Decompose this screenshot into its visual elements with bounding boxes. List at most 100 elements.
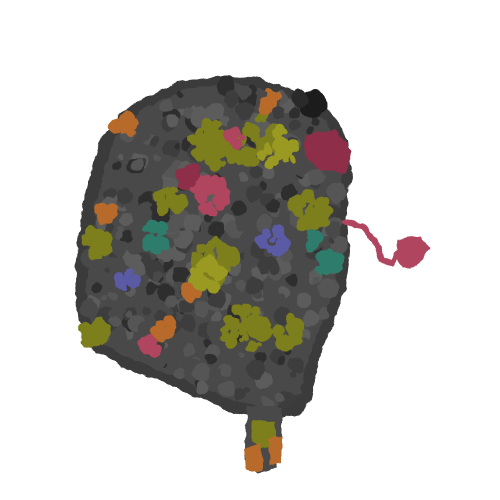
chain-blob-olive [158,188,167,197]
chain-blob-blue [269,235,276,242]
chain-blob-olive [79,330,92,343]
chain-blob-crimson [206,200,214,208]
surface-blob [276,355,286,365]
chain-blob-olive [224,334,233,342]
surface-blob [220,370,227,377]
surface-blob [91,282,102,293]
chain-blob-olive [190,148,200,158]
chain-blob-olive-light [207,278,222,293]
surface-blob [80,298,99,318]
chain-blob-olive [310,219,321,230]
chain-blob-olive-light [194,275,207,288]
chain-blob-crimson-dark [177,176,193,191]
chain-blob-olive [236,306,243,313]
chain-blob-olive [168,186,179,197]
chain-blob-crimson [202,173,211,183]
chain-blob-blue [271,229,279,238]
surface-blob [143,295,156,308]
chain-blob-olive [225,252,240,267]
surface-blob [183,213,202,233]
surface-blob [186,342,194,351]
chain-blob-teal [327,259,342,273]
surface-blob [328,237,335,245]
surface-blob [208,290,227,310]
surface-blob [165,295,178,308]
surface-blob [211,311,223,323]
surface-blob [259,395,270,406]
chain-blob-olive [316,196,325,205]
chain-blob-olive-light [273,136,285,148]
chain-blob-olive-light [201,263,212,274]
chain-blob-blue [271,243,285,257]
surface-blob [271,104,285,119]
surface-blob [313,276,320,283]
surface-blob [110,239,128,257]
chain-blob-crimson [148,347,161,359]
surface-blob [275,393,286,404]
chain-blob-blue [278,240,285,246]
surface-blob [236,281,246,291]
surface-blob [231,201,247,217]
chain-blob-orange [96,210,110,224]
surface-blob [117,188,133,205]
surface-blob [243,386,251,394]
chain-blob-teal [307,238,319,250]
surface-blob [224,90,239,105]
chain-blob-crimson [223,128,236,141]
chain-blob-olive [97,323,111,338]
chain-blob-olive-light [256,150,267,161]
surface-blob [108,291,117,300]
chain-blob-olive [245,121,254,131]
chain-blob-teal [161,243,169,251]
surface-blob [310,116,321,126]
surface-blob [262,291,273,302]
chain-blob-olive [291,326,300,335]
chain-blob-teal [155,220,168,233]
chain-blob-olive [272,330,280,337]
top-dark-cluster [291,89,327,118]
surface-blob [313,291,320,298]
chain-blob-blue [127,276,140,289]
chain-blob-crimson [206,205,217,217]
surface-blob [173,367,186,380]
chain-blob-olive [258,319,266,327]
surface-blob [138,202,153,218]
surface-blob [312,293,327,309]
surface-blob [133,125,150,142]
chain-blob-olive [214,239,224,250]
surface-blob [249,165,264,179]
chain-blob-olive-light [210,262,220,272]
surface-blob [160,99,174,112]
chain-blob-teal [315,266,325,275]
surface-blob [208,220,226,238]
surface-blob [109,328,128,347]
chain-blob-crimson [139,341,150,353]
surface-blob [266,199,280,213]
chain-blob-olive [165,196,178,209]
chain-blob-olive [221,326,229,334]
chain-blob-olive [297,215,310,228]
surface-blob [245,360,265,380]
chain-blob-olive [248,156,259,167]
chain-blob-olive [246,340,258,352]
surface-blob [112,161,122,171]
chain-blob-blue [279,232,286,239]
surface-blob [327,182,347,203]
surface-blob [149,137,159,147]
surface-blob [133,215,145,227]
surface-blob [205,353,217,364]
chain-blob-teal [144,236,154,245]
chain-blob-olive [188,133,200,145]
chain-blob-olive [300,189,316,205]
surface-blob [289,107,301,119]
surface-blob [103,267,109,274]
surface-blob [117,153,124,161]
surface-blob [227,100,236,108]
surface-blob [287,357,305,374]
chain-blob-olive [238,303,253,318]
surface-blob [206,101,225,121]
surface-blob [218,380,236,398]
surface-blob [289,120,301,132]
surface-blob [100,294,108,302]
surface-blob [256,215,273,232]
